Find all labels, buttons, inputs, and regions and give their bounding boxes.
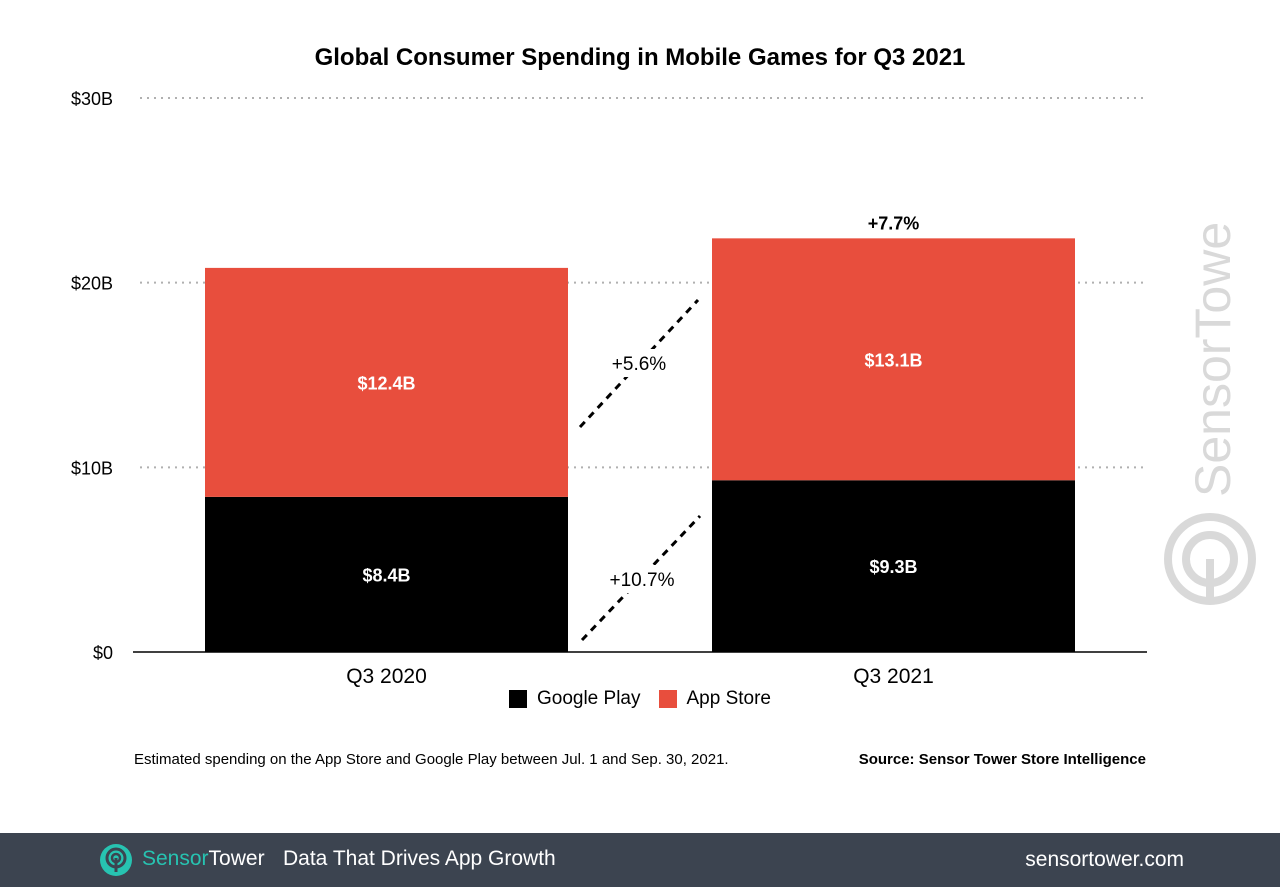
data-label: $8.4B: [362, 565, 410, 585]
watermark-text: SensorTower: [1185, 222, 1241, 497]
y-tick-label: $30B: [71, 89, 113, 109]
footer-brand-sensor: Sensor: [142, 847, 209, 870]
google-play-growth-connector: [580, 514, 702, 642]
data-label: $9.3B: [869, 557, 917, 577]
total-growth-label: +7.7%: [868, 213, 920, 233]
app-store-growth-connector: [578, 298, 700, 429]
bar-segment: [712, 480, 1075, 652]
y-tick-label: $20B: [71, 274, 113, 294]
legend-label-app-store: App Store: [686, 688, 772, 709]
footer-bar: SensorTower Data That Drives App Growth …: [0, 833, 1280, 887]
chart-footnote: Estimated spending on the App Store and …: [134, 751, 729, 768]
data-label: $13.1B: [864, 350, 922, 370]
x-tick-label: Q3 2021: [853, 665, 934, 688]
legend-item-app-store: App Store: [658, 688, 772, 710]
sensor-tower-watermark: SensorTower: [1164, 222, 1256, 605]
footer-brand-tower: Tower: [208, 847, 265, 870]
legend-swatch-google-play: [508, 690, 527, 708]
app-store-growth-label: +5.6%: [612, 354, 667, 375]
footer-url-link[interactable]: sensortower.com: [1025, 848, 1184, 871]
x-tick-label: Q3 2020: [346, 665, 427, 688]
y-tick-label: $0: [93, 643, 113, 663]
sensor-tower-logo-icon: [100, 844, 132, 876]
legend-label-google-play: Google Play: [536, 688, 641, 709]
sensor-tower-logo-icon: [1164, 513, 1256, 605]
chart-source: Source: Sensor Tower Store Intelligence: [858, 751, 1146, 768]
chart-legend: Google Play App Store: [0, 688, 1280, 710]
data-label: $12.4B: [357, 373, 415, 393]
legend-item-google-play: Google Play: [508, 688, 641, 710]
footer-tagline: Data That Drives App Growth: [283, 847, 556, 870]
footer-brand[interactable]: SensorTower: [142, 847, 265, 871]
chart-title: Global Consumer Spending in Mobile Games…: [314, 44, 966, 71]
google-play-growth-label-bg: [599, 565, 685, 593]
bar-segment: [205, 267, 568, 497]
bar-segment: [712, 238, 1075, 481]
y-tick-label: $10B: [71, 458, 113, 478]
stacked-bar-chart: $0 $10B $20B $30B $8.4B $12.4B Q3 2020 $9.3B $1…: [71, 89, 1147, 688]
bar-segment: [205, 496, 568, 652]
google-play-growth-label: +10.7%: [610, 570, 675, 591]
legend-swatch-app-store: [658, 690, 677, 708]
app-store-growth-label-bg: [602, 349, 676, 377]
